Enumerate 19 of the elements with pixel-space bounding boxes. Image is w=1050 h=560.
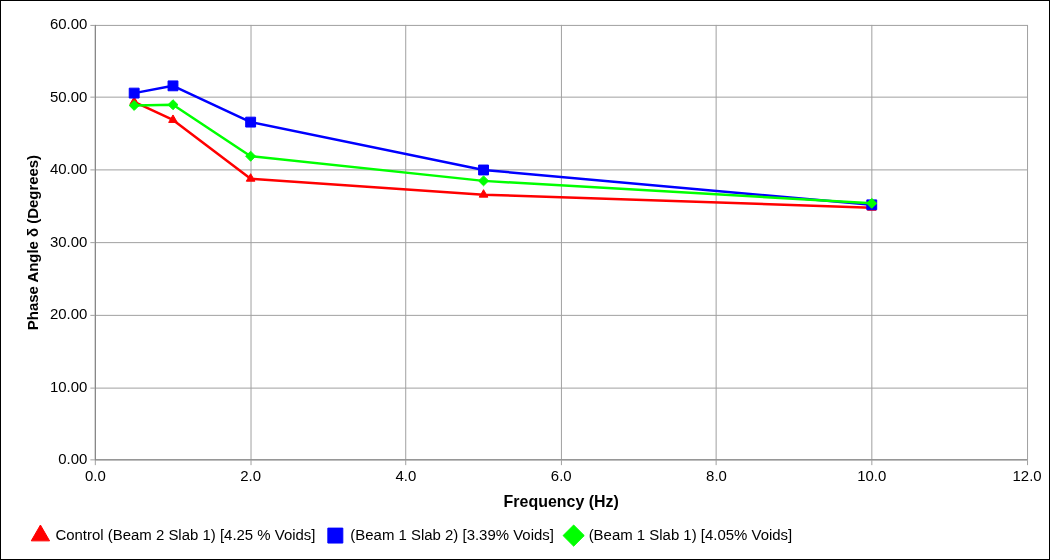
y-tick-label: 40.00 bbox=[49, 160, 88, 178]
x-tick-label: 8.0 bbox=[706, 467, 727, 485]
legend-label: (Beam 1 Slab 2) [3.39% Voids] bbox=[350, 525, 554, 543]
x-tick-label: 2.0 bbox=[240, 467, 262, 485]
y-tick-label: 60.00 bbox=[49, 15, 88, 33]
x-tick-label: 6.0 bbox=[550, 467, 572, 485]
x-tick-label: 12.0 bbox=[1012, 467, 1042, 485]
x-tick-label: 10.0 bbox=[857, 467, 887, 485]
x-tick-label: 4.0 bbox=[395, 467, 417, 485]
x-tick-label: 0.0 bbox=[84, 467, 106, 485]
y-tick-label: 50.00 bbox=[49, 87, 88, 105]
legend-label: Control (Beam 2 Slab 1) [4.25 % Voids] bbox=[55, 525, 316, 543]
y-tick-label: 0.00 bbox=[58, 450, 88, 468]
legend-label: (Beam 1 Slab 1) [4.05% Voids] bbox=[588, 525, 793, 543]
y-axis-title: Phase Angle δ (Degrees) bbox=[24, 154, 42, 331]
y-tick-label: 30.00 bbox=[49, 232, 88, 250]
x-axis-title: Frequency (Hz) bbox=[503, 493, 619, 510]
y-tick-label: 20.00 bbox=[49, 305, 88, 323]
y-tick-label: 10.00 bbox=[49, 377, 88, 395]
